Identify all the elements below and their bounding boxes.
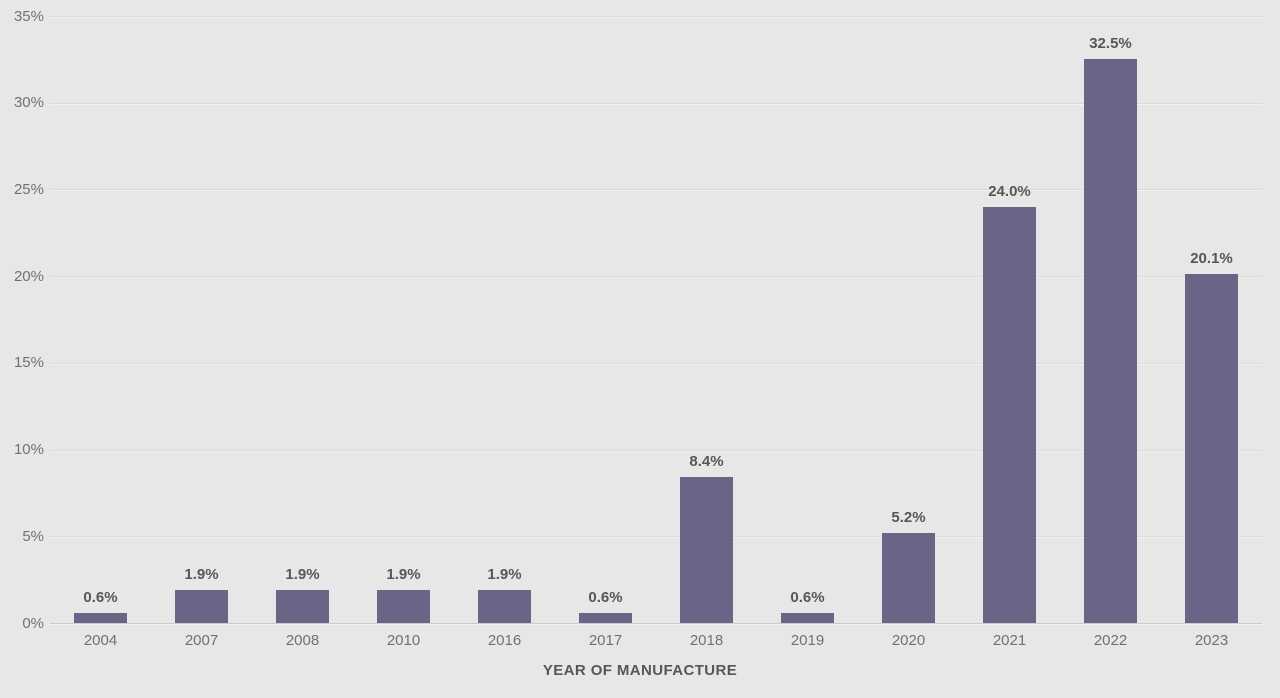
- bar-2010: [377, 590, 430, 623]
- bar-value-label: 5.2%: [891, 508, 926, 526]
- gridline: [50, 16, 1262, 17]
- bar-value-label: 0.6%: [790, 588, 825, 606]
- bar-value-label: 0.6%: [83, 588, 118, 606]
- gridline: [50, 536, 1262, 538]
- plot-area: 0.6% 1.9% 1.9% 1.9% 1.9% 0.6% 8.4% 0.6% 5.2% 24.0…: [50, 16, 1262, 624]
- bar-value-label: 1.9%: [487, 566, 522, 584]
- bar-2017: [579, 612, 632, 623]
- bar-2008: [276, 590, 329, 623]
- gridline: [50, 362, 1262, 364]
- y-axis-tick-label: 10%: [13, 441, 44, 459]
- bar-value-label: 1.9%: [184, 566, 219, 584]
- x-axis-tick-label: 2007: [184, 632, 219, 649]
- x-axis-tick-label: 2016: [487, 632, 522, 649]
- bar-2004: [74, 612, 127, 623]
- bar-value-label: 24.0%: [988, 182, 1031, 200]
- y-axis-tick-label: 30%: [13, 94, 44, 112]
- bar-value-label: 1.9%: [285, 566, 320, 584]
- y-axis-tick-label: 5%: [22, 527, 44, 545]
- y-axis-tick-label: 15%: [13, 354, 44, 372]
- bar-value-label: 32.5%: [1089, 35, 1132, 53]
- bar-2020: [882, 532, 935, 623]
- y-axis-tick-label: 20%: [13, 267, 44, 285]
- x-axis-line: [50, 623, 1262, 624]
- x-axis-tick-label: 2022: [1093, 632, 1128, 649]
- bar-2022: [1084, 59, 1137, 623]
- bar-value-label: 8.4%: [689, 453, 724, 471]
- x-axis-tick-label: 2019: [790, 632, 825, 649]
- x-axis-tick-label: 2004: [83, 632, 118, 649]
- gridline: [50, 189, 1262, 191]
- gridline: [50, 276, 1262, 278]
- bar-2019: [781, 612, 834, 623]
- gridline: [50, 102, 1262, 104]
- bar-2007: [175, 590, 228, 623]
- bar-value-label: 20.1%: [1190, 250, 1233, 268]
- bar-value-label: 0.6%: [588, 588, 623, 606]
- bar-2018: [680, 477, 733, 623]
- x-axis-tick-label: 2020: [891, 632, 926, 649]
- x-axis-tick-label: 2008: [285, 632, 320, 649]
- x-axis-tick-label: 2017: [588, 632, 623, 649]
- y-axis-tick-label: 25%: [13, 180, 44, 198]
- x-axis-tick-label: 2010: [386, 632, 421, 649]
- y-axis-tick-label: 0%: [22, 614, 44, 632]
- bar-2023: [1185, 274, 1238, 623]
- gridline: [50, 449, 1262, 451]
- bar-2021: [983, 206, 1036, 623]
- x-axis-tick-label: 2023: [1194, 632, 1229, 649]
- x-axis-tick-label: 2021: [992, 632, 1027, 649]
- x-axis-title: YEAR OF MANUFACTURE: [542, 662, 738, 679]
- x-axis-tick-label: 2018: [689, 632, 724, 649]
- y-axis-tick-label: 35%: [13, 7, 44, 25]
- bar-2016: [478, 590, 531, 623]
- bar-value-label: 1.9%: [386, 566, 421, 584]
